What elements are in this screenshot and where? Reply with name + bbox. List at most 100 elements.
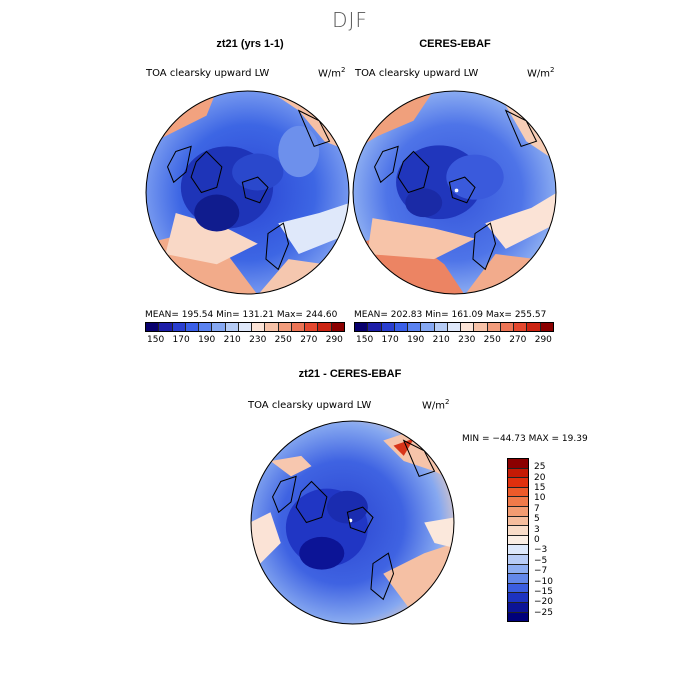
colorbar-swatch xyxy=(508,554,528,565)
colorbar-swatch xyxy=(487,323,501,331)
panel1-units: W/m2 xyxy=(318,66,346,80)
colorbar-tick-label: 150 xyxy=(356,335,374,345)
colorbar-swatch xyxy=(508,574,528,584)
colorbar-tick-label: 230 xyxy=(458,335,476,345)
colorbar-tick-label: 20 xyxy=(534,472,546,483)
colorbar-swatch xyxy=(331,323,344,331)
colorbar-swatch xyxy=(225,323,239,331)
panel2-stats: MEAN= 202.83 Min= 161.09 Max= 255.57 xyxy=(354,310,547,320)
colorbar-swatch xyxy=(508,545,528,555)
panel1-polar-map xyxy=(145,90,350,295)
colorbar-swatch xyxy=(252,323,266,331)
colorbar-swatch xyxy=(355,323,369,331)
panel1-stats: MEAN= 195.54 Min= 131.21 Max= 244.60 xyxy=(145,310,338,320)
colorbar-tick-label: 250 xyxy=(483,335,501,345)
colorbar-swatch xyxy=(508,593,528,603)
panel2-units: W/m2 xyxy=(527,66,555,80)
colorbar-tick-label: −20 xyxy=(534,597,553,608)
colorbar-swatch xyxy=(318,323,332,331)
colorbar-swatch xyxy=(278,323,292,331)
colorbar-swatch xyxy=(500,323,515,331)
colorbar-swatch xyxy=(172,323,186,331)
colorbar-tick-label: −3 xyxy=(534,545,548,556)
colorbar-tick-label: 250 xyxy=(274,335,292,345)
colorbar-swatch xyxy=(474,323,488,331)
diff-colorbar-ticks: 25 20 15 10 7 5 3 0 −3 −5 −7 −10 −15 −20 −25 xyxy=(534,462,553,618)
colorbar-swatch xyxy=(394,323,409,331)
colorbar-swatch xyxy=(305,323,319,331)
colorbar-swatch xyxy=(146,323,160,331)
colorbar-swatch xyxy=(408,323,422,331)
colorbar-swatch xyxy=(212,323,226,331)
colorbar-tick-label: 270 xyxy=(300,335,318,345)
colorbar-tick-label: 5 xyxy=(534,514,540,525)
panel2-variable: TOA clearsky upward LW xyxy=(355,68,479,79)
panel1-colorbar xyxy=(145,322,345,332)
colorbar-swatch xyxy=(199,323,213,331)
diff-polar-map xyxy=(250,420,455,625)
colorbar-swatch xyxy=(508,516,528,527)
colorbar-tick-label: 150 xyxy=(147,335,165,345)
colorbar-swatch xyxy=(508,487,528,498)
colorbar-tick-label: −7 xyxy=(534,566,548,577)
diff-title: zt21 - CERES-EBAF xyxy=(298,368,402,380)
colorbar-swatch xyxy=(381,323,395,331)
colorbar-tick-label: 230 xyxy=(249,335,267,345)
colorbar-swatch xyxy=(291,323,306,331)
colorbar-swatch xyxy=(540,323,553,331)
colorbar-swatch xyxy=(508,459,528,469)
colorbar-swatch xyxy=(159,323,173,331)
panel1-colorbar-ticks: 150 170 190 210 230 250 270 290 xyxy=(147,335,343,345)
colorbar-tick-label: 15 xyxy=(534,483,546,494)
colorbar-tick-label: 10 xyxy=(534,493,546,504)
colorbar-swatch xyxy=(508,526,528,536)
colorbar-swatch xyxy=(514,323,528,331)
colorbar-swatch xyxy=(508,506,528,517)
panel1-title: zt21 (yrs 1-1) xyxy=(216,38,284,50)
colorbar-swatch xyxy=(508,497,528,507)
diff-variable: TOA clearsky upward LW xyxy=(248,400,372,411)
colorbar-swatch xyxy=(508,535,528,546)
colorbar-swatch xyxy=(508,468,528,479)
colorbar-swatch xyxy=(508,612,528,622)
colorbar-tick-label: 3 xyxy=(534,524,540,535)
colorbar-tick-label: 190 xyxy=(198,335,216,345)
colorbar-swatch xyxy=(508,478,528,488)
colorbar-tick-label: 290 xyxy=(325,335,343,345)
colorbar-tick-label: 170 xyxy=(381,335,399,345)
colorbar-swatch xyxy=(508,564,528,575)
colorbar-tick-label: 7 xyxy=(534,503,540,514)
panel2-polar-map xyxy=(352,90,557,295)
panel2-title: CERES-EBAF xyxy=(419,38,491,50)
colorbar-swatch xyxy=(265,323,279,331)
colorbar-tick-label: 210 xyxy=(432,335,450,345)
season-title: DJF xyxy=(332,8,368,32)
colorbar-swatch xyxy=(185,323,200,331)
colorbar-swatch xyxy=(527,323,541,331)
colorbar-tick-label: 25 xyxy=(534,462,546,473)
colorbar-tick-label: 270 xyxy=(509,335,527,345)
colorbar-tick-label: −15 xyxy=(534,587,553,598)
diff-colorbar xyxy=(507,458,529,622)
panel2-colorbar-ticks: 150 170 190 210 230 250 270 290 xyxy=(356,335,552,345)
colorbar-swatch xyxy=(447,323,462,331)
colorbar-swatch xyxy=(368,323,382,331)
panel2-colorbar xyxy=(354,322,554,332)
colorbar-tick-label: −10 xyxy=(534,576,553,587)
diff-stats: MIN = −44.73 MAX = 19.39 xyxy=(462,434,588,444)
colorbar-swatch xyxy=(508,602,528,613)
colorbar-swatch xyxy=(238,323,253,331)
panel1-variable: TOA clearsky upward LW xyxy=(146,68,270,79)
colorbar-tick-label: 190 xyxy=(407,335,425,345)
colorbar-swatch xyxy=(461,323,475,331)
colorbar-tick-label: 170 xyxy=(172,335,190,345)
colorbar-swatch xyxy=(421,323,435,331)
colorbar-swatch xyxy=(434,323,448,331)
colorbar-tick-label: −5 xyxy=(534,555,548,566)
colorbar-tick-label: −25 xyxy=(534,607,553,618)
colorbar-swatch xyxy=(508,583,528,594)
colorbar-tick-label: 0 xyxy=(534,535,540,546)
colorbar-tick-label: 210 xyxy=(223,335,241,345)
colorbar-tick-label: 290 xyxy=(534,335,552,345)
diff-units: W/m2 xyxy=(422,398,450,412)
